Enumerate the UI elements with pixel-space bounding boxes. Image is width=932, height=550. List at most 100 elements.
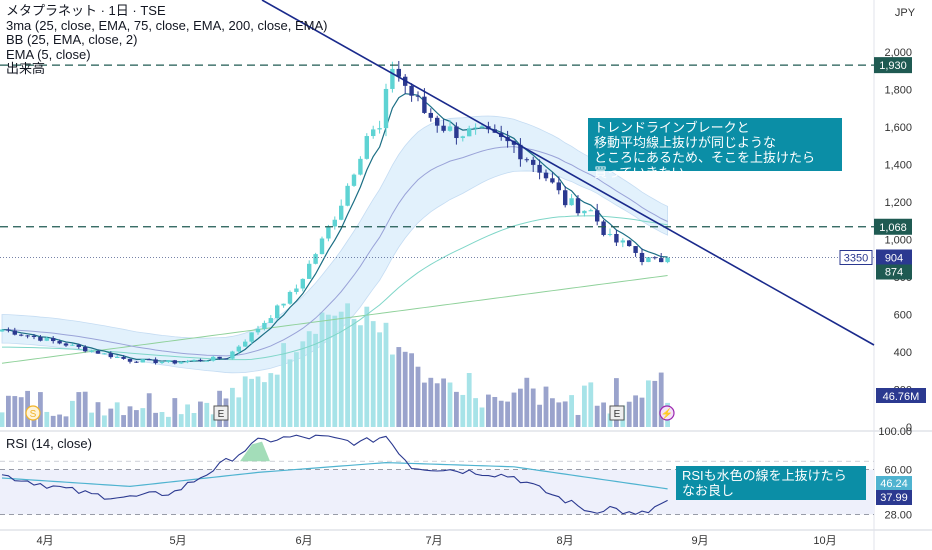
volume-bar xyxy=(82,391,88,427)
volume-bar xyxy=(50,415,56,427)
bid-label-text: 3350 xyxy=(844,253,868,265)
volume-bar xyxy=(57,414,62,427)
volume-bar xyxy=(441,378,446,427)
volume-bar xyxy=(466,373,472,427)
volume-bar xyxy=(294,352,299,427)
event-marker-text: E xyxy=(614,409,621,420)
volume-bar xyxy=(300,341,306,427)
volume-bar xyxy=(95,402,101,427)
candle-body xyxy=(383,88,389,129)
volume-bar xyxy=(652,380,658,427)
volume-bar xyxy=(537,404,542,427)
candle-body xyxy=(620,240,625,243)
volume-bar xyxy=(172,398,178,427)
candle-body xyxy=(185,360,190,363)
time-axis-tick-label: 6月 xyxy=(295,535,312,547)
volume-bar xyxy=(153,412,158,427)
volume-bar xyxy=(550,398,555,427)
candle-body xyxy=(601,221,606,235)
candle-body xyxy=(57,341,62,344)
volume-bar xyxy=(146,393,152,427)
volume-bar xyxy=(255,376,261,427)
candle-body xyxy=(435,117,440,126)
symbol-title[interactable]: メタプラネット · 1日 · TSE xyxy=(6,3,166,18)
candle-body xyxy=(294,288,299,292)
time-axis-tick-label: 8月 xyxy=(556,535,573,547)
volume-bar xyxy=(0,412,5,427)
volume-bar xyxy=(70,400,75,427)
volume-bar xyxy=(588,382,594,427)
candle-body xyxy=(70,344,75,346)
event-marker-text: S xyxy=(30,409,37,420)
volume-bar xyxy=(524,377,530,427)
candle-body xyxy=(159,361,165,363)
earnings-event-marker xyxy=(213,405,229,421)
candle-body xyxy=(326,226,331,239)
rsi-annotation[interactable]: RSIも水色の線を上抜けたら なお良し xyxy=(676,466,866,500)
candle-body xyxy=(377,128,382,130)
candle-body xyxy=(121,356,126,359)
volume-bar xyxy=(268,373,274,427)
ema-price-tag xyxy=(876,264,912,280)
indicator-3ma[interactable]: 3ma (25, close, EMA, 75, close, EMA, 200… xyxy=(6,17,328,33)
indicator-ema[interactable]: EMA (5, close) xyxy=(6,46,91,62)
candle-body xyxy=(447,126,453,131)
time-axis-tick-label: 7月 xyxy=(425,535,442,547)
volume-bar xyxy=(287,359,293,427)
volume-bar xyxy=(601,402,606,427)
candle-body xyxy=(166,360,171,362)
chart-legend: メタプラネット · 1日 · TSE 3ma (25, close, EMA, … xyxy=(6,3,328,77)
rsi-value-tag-text: 37.99 xyxy=(880,492,908,504)
candle-body xyxy=(332,219,337,227)
rsi-title[interactable]: RSI (14, close) xyxy=(6,436,92,451)
candle-body xyxy=(255,328,261,333)
rsi-axis-tick-label: 100.00 xyxy=(878,426,912,438)
indicator-volume[interactable]: 出来高 xyxy=(6,61,46,76)
price-axis-tick-label: 1,600 xyxy=(884,122,912,134)
candle-body xyxy=(575,198,581,214)
lightning-event-marker xyxy=(659,405,675,421)
volume-bar xyxy=(562,401,568,427)
volume-bar xyxy=(415,366,421,427)
volume-bar xyxy=(479,407,485,427)
candle-body xyxy=(204,360,209,362)
candle-body xyxy=(518,144,523,160)
volume-bar xyxy=(447,382,453,427)
candle-body xyxy=(172,360,177,364)
rsi-annotation-line: RSIも水色の線を上抜けたら xyxy=(682,468,847,483)
candle-body xyxy=(531,159,536,165)
candle-body xyxy=(627,240,632,247)
volume-bar xyxy=(63,416,69,427)
price-annotation-line: ところにあるため、そこを上抜けたら xyxy=(594,150,816,165)
indicator-bb[interactable]: BB (25, EMA, close, 2) xyxy=(6,32,138,47)
volume-bar xyxy=(575,414,581,427)
price-axis-tick-label: 0 xyxy=(906,422,912,434)
candle-body xyxy=(665,257,670,263)
price-annotation[interactable]: トレンドラインブレークと 移動平均線上抜けが同じような ところにあるため、そこを… xyxy=(588,118,842,180)
candle-body xyxy=(563,190,568,206)
volume-bar xyxy=(121,415,126,427)
candle-body xyxy=(479,126,485,128)
volume-bar xyxy=(498,400,504,427)
volume-bar xyxy=(556,402,562,427)
volume-bar xyxy=(422,382,427,427)
volume-bar xyxy=(646,380,651,427)
rsi-ma-tag xyxy=(876,476,912,491)
candle-body xyxy=(25,335,30,337)
candle-body xyxy=(236,346,241,352)
price-annotation-line: 買っていきたい xyxy=(594,165,685,180)
volume-bar xyxy=(242,376,248,427)
volume-bar xyxy=(434,383,440,427)
price-axis-tick-label: 400 xyxy=(894,347,912,359)
volume-bar xyxy=(198,401,203,427)
candle-body xyxy=(6,329,11,331)
volume-bar xyxy=(108,408,114,427)
volume-tag-text: 46.76M xyxy=(883,391,920,403)
candle-body xyxy=(89,350,94,352)
candle-body xyxy=(422,96,427,113)
candle-body xyxy=(217,356,222,359)
volume-bar xyxy=(114,402,120,427)
candle-body xyxy=(262,322,267,329)
volume-bar xyxy=(89,412,94,427)
